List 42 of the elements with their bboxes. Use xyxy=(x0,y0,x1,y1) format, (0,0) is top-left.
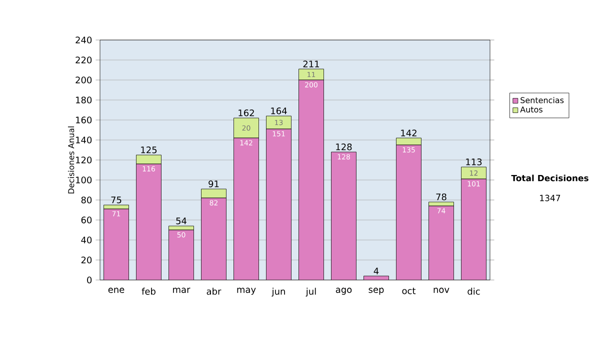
x-tick-label: sep xyxy=(368,288,384,295)
x-tick-label: ene xyxy=(108,288,124,293)
y-tick-label: 40 xyxy=(81,236,92,244)
x-tick-label: mar xyxy=(173,288,190,293)
y-tick-label: 180 xyxy=(76,96,92,104)
legend-label: Sentencias xyxy=(520,97,564,104)
x-tick-label: jun xyxy=(272,288,285,296)
y-tick-label: 220 xyxy=(76,56,92,64)
total-label: 4 xyxy=(374,268,379,274)
total-label: 54 xyxy=(176,218,186,224)
x-tick-label: oct xyxy=(402,288,416,294)
y-tick-label: 0 xyxy=(87,276,92,284)
y-tick-label: 240 xyxy=(76,36,92,44)
text: Total Decisiones xyxy=(511,174,588,182)
total-label: 125 xyxy=(141,146,157,154)
y-tick-label: 120 xyxy=(76,156,92,164)
total-label: 128 xyxy=(336,143,352,150)
x-tick-label: feb xyxy=(142,288,156,295)
x-tick-label: nov xyxy=(434,288,450,293)
total-label: 162 xyxy=(238,109,254,116)
text: 1347 xyxy=(540,194,560,202)
total-label: 113 xyxy=(466,158,482,166)
y-tick-label: 80 xyxy=(81,196,92,204)
total-label: 75 xyxy=(111,196,122,204)
total-label: 78 xyxy=(436,193,446,200)
y-tick-label: 100 xyxy=(76,176,92,184)
y-tick-label: 60 xyxy=(81,216,92,224)
x-tick-label: dic xyxy=(468,288,480,295)
total-label: 211 xyxy=(303,60,320,68)
legend-label: Autos xyxy=(520,106,542,113)
x-tick-label: ago xyxy=(336,288,352,295)
y-axis-title: Decisiones Anual xyxy=(68,126,74,194)
x-tick-label: jul xyxy=(306,288,316,296)
y-tick-label: 140 xyxy=(76,136,92,144)
x-tick-label: abr xyxy=(206,288,222,295)
total-label: 91 xyxy=(208,180,219,188)
y-tick-label: 20 xyxy=(81,256,92,264)
total-label: 142 xyxy=(401,130,416,136)
x-tick-label: may xyxy=(237,288,256,295)
y-tick-label: 200 xyxy=(76,76,92,84)
y-tick-label: 160 xyxy=(76,116,92,124)
total-label: 164 xyxy=(271,107,287,114)
